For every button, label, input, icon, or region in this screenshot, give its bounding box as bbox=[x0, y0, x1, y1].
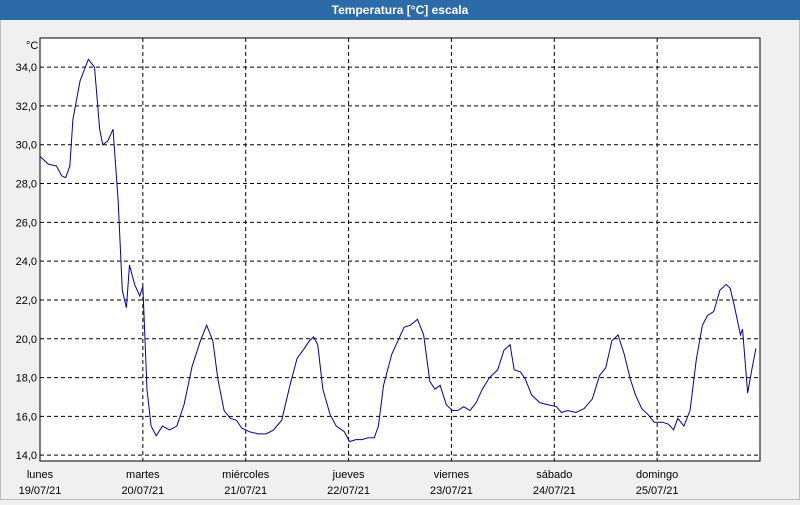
temperature-line bbox=[39, 58, 757, 443]
x-tick-label: viernes bbox=[434, 469, 470, 481]
title-bar bbox=[0, 0, 800, 20]
y-tick-label: 22,0 bbox=[16, 295, 37, 307]
y-unit-label: °C bbox=[26, 40, 38, 52]
x-tick-label: 20/07/21 bbox=[121, 485, 164, 497]
x-tick-label: sábado bbox=[536, 469, 572, 481]
y-tick-label: 20,0 bbox=[16, 334, 37, 346]
x-tick-label: jueves bbox=[332, 469, 365, 481]
y-tick-label: 18,0 bbox=[16, 373, 37, 385]
x-tick-label: 25/07/21 bbox=[636, 485, 679, 497]
plot-area bbox=[39, 37, 761, 462]
x-tick-label: martes bbox=[126, 469, 160, 481]
x-tick-label: miércoles bbox=[222, 469, 270, 481]
x-tick-label: domingo bbox=[636, 469, 678, 481]
x-tick-label: 19/07/21 bbox=[19, 485, 62, 497]
y-tick-label: 24,0 bbox=[16, 256, 37, 268]
y-tick-label: 16,0 bbox=[16, 411, 37, 423]
y-tick-label: 30,0 bbox=[16, 140, 37, 152]
x-tick-label: 22/07/21 bbox=[327, 485, 370, 497]
y-tick-label: 28,0 bbox=[16, 179, 37, 191]
x-tick-label: 24/07/21 bbox=[533, 485, 576, 497]
y-tick-label: 26,0 bbox=[16, 217, 37, 229]
chart-title: Temperatura [°C] escala bbox=[332, 3, 469, 17]
y-tick-label: 32,0 bbox=[16, 101, 37, 113]
y-tick-label: 14,0 bbox=[16, 450, 37, 462]
y-tick-label: 34,0 bbox=[16, 62, 37, 74]
x-tick-label: lunes bbox=[27, 469, 54, 481]
x-tick-label: 23/07/21 bbox=[430, 485, 473, 497]
x-tick-label: 21/07/21 bbox=[224, 485, 267, 497]
